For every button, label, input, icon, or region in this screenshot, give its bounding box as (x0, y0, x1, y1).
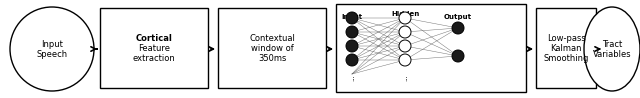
Text: Contextual: Contextual (249, 34, 295, 43)
Circle shape (399, 12, 411, 24)
Text: ...: ... (402, 75, 408, 81)
Text: Tract: Tract (602, 39, 622, 49)
Text: window of: window of (251, 44, 293, 53)
Text: Input: Input (341, 14, 363, 20)
Circle shape (399, 26, 411, 38)
Text: 350ms: 350ms (258, 54, 286, 63)
Text: DNN: DNN (419, 0, 443, 2)
Circle shape (399, 54, 411, 66)
Ellipse shape (10, 7, 94, 91)
Circle shape (346, 12, 358, 24)
Text: extraction: extraction (132, 54, 175, 63)
Text: Feature: Feature (138, 44, 170, 53)
Bar (536, 8, 596, 88)
Bar (336, 4, 526, 92)
Text: Kalman: Kalman (550, 44, 582, 53)
Bar (218, 8, 326, 88)
Text: Output: Output (444, 14, 472, 20)
Text: Variables: Variables (593, 49, 631, 59)
Circle shape (399, 40, 411, 52)
Text: Low-pass: Low-pass (547, 34, 586, 43)
Circle shape (346, 40, 358, 52)
Circle shape (346, 26, 358, 38)
Text: Smoothing: Smoothing (543, 54, 589, 63)
Text: Input: Input (41, 39, 63, 49)
Circle shape (346, 54, 358, 66)
Bar (100, 8, 208, 88)
Ellipse shape (584, 7, 640, 91)
Text: Hidden: Hidden (391, 11, 419, 17)
Circle shape (452, 22, 464, 34)
Text: ...: ... (349, 75, 355, 81)
Text: Speech: Speech (36, 49, 68, 59)
Text: Cortical: Cortical (136, 34, 172, 43)
Circle shape (452, 50, 464, 62)
